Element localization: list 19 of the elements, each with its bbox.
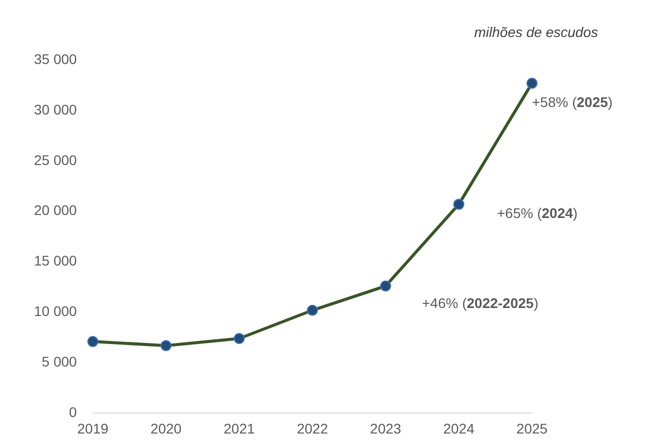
x-tick-label: 2025 xyxy=(516,420,548,436)
y-tick-label: 35 000 xyxy=(34,50,78,67)
annotation: +46% (2022-2025) xyxy=(422,294,538,311)
x-tick-label: 2020 xyxy=(150,420,182,436)
x-tick-label: 2024 xyxy=(443,420,475,436)
x-tick-label: 2023 xyxy=(370,420,402,436)
y-tick-label: 0 xyxy=(69,404,78,420)
annotation: +65% (2024) xyxy=(497,204,578,221)
y-tick-label: 30 000 xyxy=(34,101,78,118)
y-axis-title: milhões de escudos xyxy=(474,24,598,40)
y-tick-label: 5 000 xyxy=(42,354,78,370)
x-tick-label: 2021 xyxy=(224,420,255,436)
y-tick-label: 20 000 xyxy=(34,202,78,218)
y-tick-label: 25 000 xyxy=(34,152,78,168)
x-tick-label: 2019 xyxy=(77,420,109,436)
x-tick-label: 2022 xyxy=(296,420,328,436)
annotation: +58% (2025) xyxy=(532,94,613,110)
y-tick-label: 15 000 xyxy=(34,252,78,269)
y-tick-label: 10 000 xyxy=(34,303,78,320)
